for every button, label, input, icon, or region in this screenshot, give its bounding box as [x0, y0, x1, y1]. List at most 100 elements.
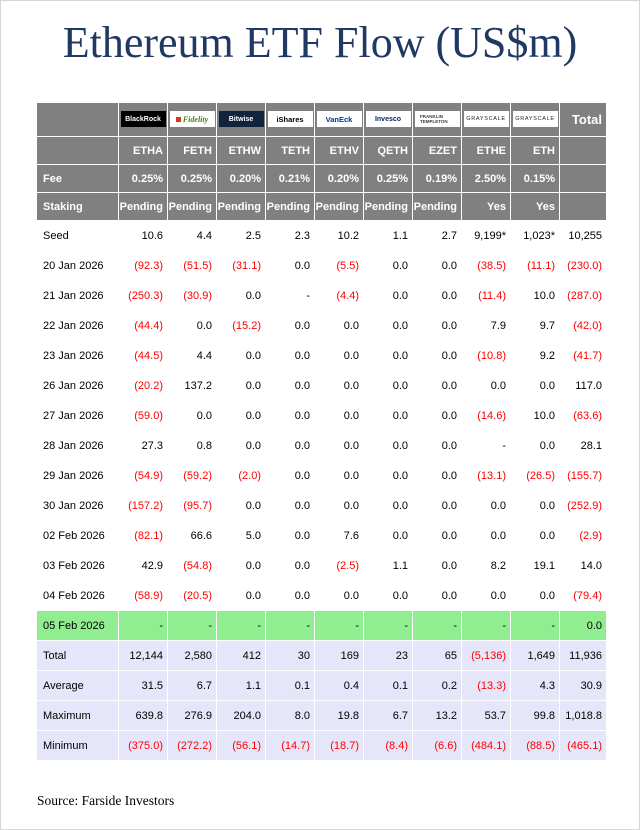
row-label-28-jan-2026: 28 Jan 2026: [36, 430, 119, 461]
fidelity-logo: Fidelity: [169, 111, 215, 128]
ishares-logo: iShares: [267, 111, 313, 128]
cell-02-feb-2026-feth: 66.6: [167, 520, 217, 551]
cell-22-jan-2026-total: (42.0): [559, 310, 607, 341]
cell-26-jan-2026-qeth: 0.0: [363, 370, 413, 401]
cell-average-ezet: 0.2: [412, 670, 462, 701]
cell-30-jan-2026-ethw: 0.0: [216, 490, 266, 521]
cell-minimum-teth: (14.7): [265, 730, 315, 761]
cell-29-jan-2026-eth: (26.5): [510, 460, 560, 491]
cell-minimum-etha: (375.0): [118, 730, 168, 761]
cell-26-jan-2026-eth: 0.0: [510, 370, 560, 401]
cell-04-feb-2026-etha: (58.9): [118, 580, 168, 611]
cell-22-jan-2026-etha: (44.4): [118, 310, 168, 341]
row-label-total: Total: [36, 640, 119, 671]
staking-ethv: Pending: [314, 192, 364, 221]
cell-04-feb-2026-ezet: 0.0: [412, 580, 462, 611]
cell-27-jan-2026-ethw: 0.0: [216, 400, 266, 431]
cell-22-jan-2026-teth: 0.0: [265, 310, 315, 341]
row-label-seed: Seed: [36, 220, 119, 251]
cell-04-feb-2026-ethv: 0.0: [314, 580, 364, 611]
cell-26-jan-2026-ethe: 0.0: [461, 370, 511, 401]
grayscale2-logo: GRAYSCALE: [512, 111, 558, 128]
cell-22-jan-2026-eth: 9.7: [510, 310, 560, 341]
table-row-seed: Seed 10.6 4.4 2.5 2.3 10.2 1.1 2.7 9,199* 1,023* 1…: [36, 220, 607, 251]
cell-minimum-eth: (88.5): [510, 730, 560, 761]
cell-maximum-teth: 8.0: [265, 700, 315, 731]
cell-28-jan-2026-ethe: -: [461, 430, 511, 461]
cell-02-feb-2026-ethw: 5.0: [216, 520, 266, 551]
cell-02-feb-2026-eth: 0.0: [510, 520, 560, 551]
cell-20-jan-2026-etha: (92.3): [118, 250, 168, 281]
provider-cell-vaneck: VanEck: [314, 102, 364, 137]
cell-23-jan-2026-total: (41.7): [559, 340, 607, 371]
cell-26-jan-2026-ezet: 0.0: [412, 370, 462, 401]
table-row-27-jan-2026: 27 Jan 2026 (59.0) 0.0 0.0 0.0 0.0 0.0 0.0 (14.6…: [36, 400, 607, 431]
cell-minimum-feth: (272.2): [167, 730, 217, 761]
cell-29-jan-2026-ethe: (13.1): [461, 460, 511, 491]
page-title: Ethereum ETF Flow (US$m): [62, 18, 578, 67]
ticker-row-label: [36, 136, 119, 165]
cell-maximum-ethv: 19.8: [314, 700, 364, 731]
cell-04-feb-2026-ethw: 0.0: [216, 580, 266, 611]
cell-total-eth: 1,649: [510, 640, 560, 671]
staking-feth: Pending: [167, 192, 217, 221]
cell-30-jan-2026-ethe: 0.0: [461, 490, 511, 521]
provider-logo-row: BlackRock Fidelity Bitwise iShares VanEck Inv…: [36, 102, 607, 137]
fidelity-logo-text: Fidelity: [182, 114, 209, 124]
cell-27-jan-2026-total: (63.6): [559, 400, 607, 431]
cell-04-feb-2026-eth: 0.0: [510, 580, 560, 611]
cell-seed-teth: 2.3: [265, 220, 315, 251]
grayscale-logo: GRAYSCALE: [463, 111, 509, 128]
cell-minimum-ethv: (18.7): [314, 730, 364, 761]
cell-28-jan-2026-total: 28.1: [559, 430, 607, 461]
table-row-22-jan-2026: 22 Jan 2026 (44.4) 0.0 (15.2) 0.0 0.0 0.0 0.0 7.…: [36, 310, 607, 341]
staking-ethw: Pending: [216, 192, 266, 221]
table-row-21-jan-2026: 21 Jan 2026 (250.3) (30.9) 0.0- (4.4) 0.0 0.0(…: [36, 280, 607, 311]
cell-30-jan-2026-eth: 0.0: [510, 490, 560, 521]
franklin-logo: FRANKLIN TEMPLETON: [414, 111, 460, 128]
fee-qeth: 0.25%: [363, 164, 413, 193]
cell-seed-eth: 1,023*: [510, 220, 560, 251]
cell-21-jan-2026-etha: (250.3): [118, 280, 168, 311]
provider-cell-grayscale: GRAYSCALE: [461, 102, 511, 137]
cell-seed-total: 10,255: [559, 220, 607, 251]
cell-21-jan-2026-feth: (30.9): [167, 280, 217, 311]
cell-27-jan-2026-feth: 0.0: [167, 400, 217, 431]
cell-21-jan-2026-ethv: (4.4): [314, 280, 364, 311]
fee-teth: 0.21%: [265, 164, 315, 193]
table-header: BlackRock Fidelity Bitwise iShares VanEck Inv…: [36, 102, 607, 221]
cell-26-jan-2026-etha: (20.2): [118, 370, 168, 401]
row-label-21-jan-2026: 21 Jan 2026: [36, 280, 119, 311]
cell-total-ezet: 65: [412, 640, 462, 671]
cell-02-feb-2026-qeth: 0.0: [363, 520, 413, 551]
cell-04-feb-2026-total: (79.4): [559, 580, 607, 611]
ticker-etha: ETHA: [118, 136, 168, 165]
cell-23-jan-2026-teth: 0.0: [265, 340, 315, 371]
fee-row: Fee 0.25% 0.25% 0.20% 0.21% 0.20% 0.25% 0.19% 2.…: [36, 164, 607, 193]
cell-28-jan-2026-teth: 0.0: [265, 430, 315, 461]
cell-29-jan-2026-ethw: (2.0): [216, 460, 266, 491]
cell-seed-feth: 4.4: [167, 220, 217, 251]
ticker-feth: FETH: [167, 136, 217, 165]
cell-average-eth: 4.3: [510, 670, 560, 701]
cell-23-jan-2026-qeth: 0.0: [363, 340, 413, 371]
cell-seed-ethe: 9,199*: [461, 220, 511, 251]
cell-20-jan-2026-ezet: 0.0: [412, 250, 462, 281]
cell-maximum-ethe: 53.7: [461, 700, 511, 731]
cell-03-feb-2026-ethv: (2.5): [314, 550, 364, 581]
staking-teth: Pending: [265, 192, 315, 221]
cell-02-feb-2026-etha: (82.1): [118, 520, 168, 551]
ticker-qeth: QETH: [363, 136, 413, 165]
ticker-eth: ETH: [510, 136, 560, 165]
cell-maximum-ethw: 204.0: [216, 700, 266, 731]
cell-03-feb-2026-total: 14.0: [559, 550, 607, 581]
cell-20-jan-2026-ethe: (38.5): [461, 250, 511, 281]
cell-02-feb-2026-ethe: 0.0: [461, 520, 511, 551]
grayscale-logo-text: GRAYSCALE: [466, 116, 506, 123]
cell-20-jan-2026-feth: (51.5): [167, 250, 217, 281]
cell-average-ethw: 1.1: [216, 670, 266, 701]
cell-27-jan-2026-ethv: 0.0: [314, 400, 364, 431]
cell-28-jan-2026-feth: 0.8: [167, 430, 217, 461]
cell-26-jan-2026-ethw: 0.0: [216, 370, 266, 401]
ticker-ethe: ETHE: [461, 136, 511, 165]
